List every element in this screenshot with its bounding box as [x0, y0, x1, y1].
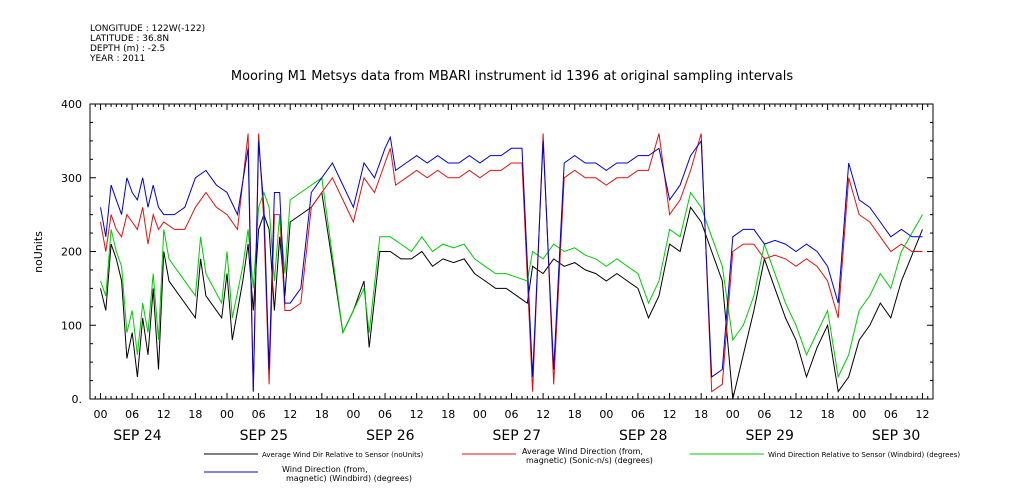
- y-tick-label: 200: [61, 246, 82, 259]
- x-tick-label: 18: [568, 408, 582, 421]
- x-tick-label: 18: [315, 408, 329, 421]
- x-tick-label: 12: [410, 408, 424, 421]
- day-label: SEP 27: [493, 428, 541, 444]
- x-tick-label: 06: [378, 408, 392, 421]
- x-tick-label: 00: [346, 408, 360, 421]
- x-tick-label: 00: [220, 408, 234, 421]
- x-tick-label: 06: [631, 408, 645, 421]
- x-tick-label: 00: [94, 408, 108, 421]
- y-tick-label: 100: [61, 319, 82, 332]
- x-tick-label: 06: [757, 408, 771, 421]
- day-label: SEP 28: [619, 428, 667, 444]
- legend-label-series-2: Average Wind Direction (from, magnetic) …: [522, 447, 653, 465]
- year-label: YEAR : 2011: [89, 54, 145, 64]
- x-tick-label: 06: [884, 408, 898, 421]
- x-tick-label: 00: [473, 408, 487, 421]
- x-tick-label: 12: [663, 408, 677, 421]
- x-tick-label: 06: [125, 408, 139, 421]
- y-tick-label: 300: [61, 172, 82, 185]
- series-line-4: [100, 135, 923, 392]
- y-tick-labels: 0. 100 200 300 400: [61, 98, 82, 406]
- legend-label-series-4: Wind Direction (from, magnetic) (Windbir…: [282, 465, 412, 483]
- day-label: SEP 25: [240, 428, 288, 444]
- day-label: SEP 29: [745, 428, 793, 444]
- day-label: SEP 24: [113, 428, 162, 444]
- series-line-3: [100, 176, 923, 379]
- y-tick-label: 400: [61, 98, 82, 111]
- x-tick-label: 18: [441, 408, 455, 421]
- x-tick-label: 06: [252, 408, 266, 421]
- x-tick-label: 12: [536, 408, 550, 421]
- series-line-1: [100, 191, 923, 400]
- x-tick-label: 18: [821, 408, 835, 421]
- legend: Average Wind Dir Relative to Sensor (noU…: [204, 447, 960, 483]
- x-tick-label: 06: [505, 408, 519, 421]
- latitude-label: LATITUDE : 36.8N: [90, 34, 169, 44]
- x-tick-label: 12: [157, 408, 171, 421]
- legend-label-series-3: Wind Direction Relative to Sensor (Windb…: [768, 451, 960, 459]
- day-label: SEP 30: [872, 428, 920, 444]
- longitude-label: LONGITUDE : 122W(-122): [90, 24, 205, 34]
- x-tick-label: 12: [789, 408, 803, 421]
- series-line-2: [100, 133, 923, 393]
- x-tick-label: 00: [599, 408, 613, 421]
- depth-label: DEPTH (m) : -2.5: [90, 44, 165, 54]
- y-axis-label: noUnits: [32, 231, 45, 273]
- x-tick-labels: 00 06 12 18 00 06 12 18 00 06 12 18 00 06 12 18 00 06 12 18…: [94, 408, 930, 421]
- x-tick-label: 18: [694, 408, 708, 421]
- x-tick-label: 00: [726, 408, 740, 421]
- chart-title: Mooring M1 Metsys data from MBARI instru…: [231, 69, 793, 84]
- x-tick-label: 12: [283, 408, 297, 421]
- day-labels: SEP 24 SEP 25 SEP 26 SEP 27 SEP 28 SEP 29 SEP …: [113, 428, 920, 444]
- axis-ticks: [89, 103, 934, 400]
- x-tick-label: 00: [852, 408, 866, 421]
- day-label: SEP 26: [366, 428, 415, 444]
- series-layer: [100, 133, 923, 400]
- legend-label-series-1: Average Wind Dir Relative to Sensor (noU…: [262, 451, 423, 459]
- y-tick-label: 0.: [72, 393, 83, 406]
- x-tick-label: 12: [915, 408, 929, 421]
- x-tick-label: 18: [188, 408, 202, 421]
